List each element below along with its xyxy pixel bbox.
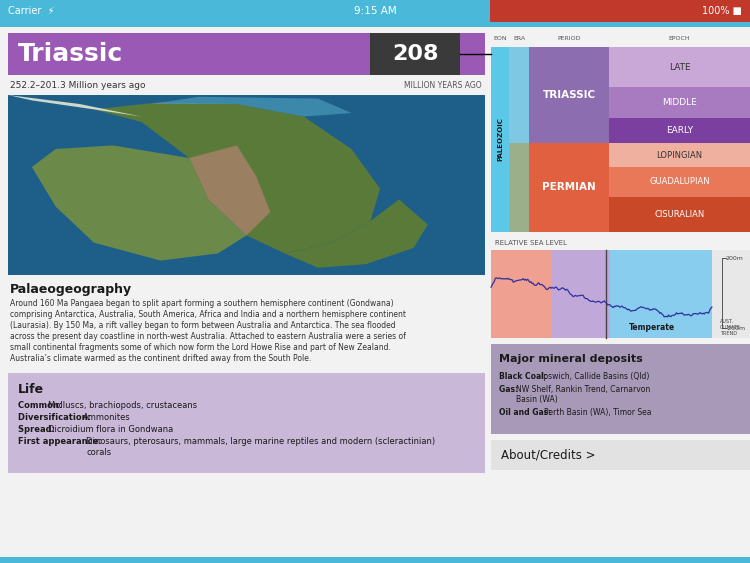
Text: EPOCH: EPOCH bbox=[669, 37, 690, 42]
Text: comprising Antarctica, Australia, South America, Africa and India and a northern: comprising Antarctica, Australia, South … bbox=[10, 310, 406, 319]
Text: PERIOD: PERIOD bbox=[557, 37, 580, 42]
Text: Palaeogeography: Palaeogeography bbox=[10, 283, 132, 296]
Text: 9:15 AM: 9:15 AM bbox=[354, 6, 396, 16]
Bar bbox=[491, 344, 750, 434]
Bar bbox=[8, 33, 485, 75]
Text: Ipswich, Callide Basins (Qld): Ipswich, Callide Basins (Qld) bbox=[541, 372, 650, 381]
Bar bbox=[509, 143, 529, 232]
Text: AUST.
CLIMATE
TREND: AUST. CLIMATE TREND bbox=[720, 319, 741, 336]
Text: RELATIVE SEA LEVEL: RELATIVE SEA LEVEL bbox=[495, 240, 567, 246]
Text: small continental fragments some of which now form the Lord Howe Rise and part o: small continental fragments some of whic… bbox=[10, 343, 391, 352]
Text: -200m: -200m bbox=[726, 325, 746, 330]
Text: corals: corals bbox=[86, 448, 112, 457]
Text: CISURALIAN: CISURALIAN bbox=[654, 210, 705, 219]
Bar bbox=[491, 236, 750, 250]
Polygon shape bbox=[94, 102, 380, 253]
Text: Temperate: Temperate bbox=[629, 323, 676, 332]
Text: across the present day coastline in north-west Australia. Attached to eastern Au: across the present day coastline in nort… bbox=[10, 332, 406, 341]
Bar bbox=[609, 167, 750, 197]
Bar bbox=[8, 373, 485, 473]
Text: PERMIAN: PERMIAN bbox=[542, 182, 596, 193]
Text: ERA: ERA bbox=[513, 37, 525, 42]
Bar bbox=[8, 95, 485, 275]
Text: (Laurasia). By 150 Ma, a rift valley began to form between Australia and Antarct: (Laurasia). By 150 Ma, a rift valley beg… bbox=[10, 321, 396, 330]
Bar bbox=[0, 22, 750, 27]
Bar bbox=[609, 143, 750, 167]
Text: Oil and Gas:: Oil and Gas: bbox=[499, 408, 554, 417]
Bar bbox=[370, 33, 460, 75]
Polygon shape bbox=[151, 97, 352, 117]
Text: First appearance:: First appearance: bbox=[18, 437, 104, 446]
Text: Dinosaurs, pterosaurs, mammals, large marine reptiles and modern (scleractinian): Dinosaurs, pterosaurs, mammals, large ma… bbox=[86, 437, 436, 446]
Text: LOPINGIAN: LOPINGIAN bbox=[656, 150, 703, 159]
Bar bbox=[491, 31, 750, 47]
Bar bbox=[491, 47, 509, 232]
Text: Diversification:: Diversification: bbox=[18, 413, 94, 422]
Text: Gas:: Gas: bbox=[499, 385, 520, 394]
Bar bbox=[490, 0, 750, 22]
Text: 100% ■: 100% ■ bbox=[702, 6, 742, 16]
Bar bbox=[0, 557, 750, 563]
Text: TRIASSIC: TRIASSIC bbox=[542, 90, 596, 100]
Text: Black Coal:: Black Coal: bbox=[499, 372, 550, 381]
Bar bbox=[610, 250, 712, 338]
Text: PALEOZOIC: PALEOZOIC bbox=[497, 118, 503, 162]
Text: EON: EON bbox=[494, 37, 507, 42]
Text: Ammonites: Ammonites bbox=[82, 413, 130, 422]
Text: 200m: 200m bbox=[726, 256, 744, 261]
Text: Triassic: Triassic bbox=[18, 42, 123, 66]
Text: NW Shelf, Rankin Trend, Carnarvon: NW Shelf, Rankin Trend, Carnarvon bbox=[517, 385, 651, 394]
Text: About/Credits >: About/Credits > bbox=[501, 449, 596, 462]
Text: Life: Life bbox=[18, 383, 44, 396]
Text: Spread:: Spread: bbox=[18, 425, 58, 434]
Text: LATE: LATE bbox=[669, 62, 690, 72]
Polygon shape bbox=[32, 145, 247, 261]
Bar bbox=[550, 250, 610, 338]
Text: Around 160 Ma Pangaea began to split apart forming a southern hemisphere contine: Around 160 Ma Pangaea began to split apa… bbox=[10, 299, 394, 308]
Text: Molluscs, brachiopods, crustaceans: Molluscs, brachiopods, crustaceans bbox=[49, 401, 197, 410]
Text: 208: 208 bbox=[392, 44, 438, 64]
Bar bbox=[491, 250, 550, 338]
Polygon shape bbox=[8, 95, 142, 117]
Bar bbox=[0, 0, 750, 22]
Text: Perth Basin (WA), Timor Sea: Perth Basin (WA), Timor Sea bbox=[544, 408, 652, 417]
Text: MIDDLE: MIDDLE bbox=[662, 98, 697, 107]
Bar bbox=[491, 440, 750, 470]
Text: Carrier  ⚡: Carrier ⚡ bbox=[8, 6, 55, 16]
Text: MILLION YEARS AGO: MILLION YEARS AGO bbox=[404, 81, 482, 90]
Text: EARLY: EARLY bbox=[666, 126, 693, 135]
Bar bbox=[609, 87, 750, 118]
Polygon shape bbox=[189, 145, 270, 235]
Text: Dicroidium flora in Gondwana: Dicroidium flora in Gondwana bbox=[49, 425, 174, 434]
Bar bbox=[609, 47, 750, 87]
Polygon shape bbox=[285, 199, 428, 268]
Bar bbox=[509, 47, 529, 143]
Text: Major mineral deposits: Major mineral deposits bbox=[499, 354, 643, 364]
Bar bbox=[609, 118, 750, 143]
Text: Australia’s climate warmed as the continent drifted away from the South Pole.: Australia’s climate warmed as the contin… bbox=[10, 354, 311, 363]
Bar bbox=[609, 197, 750, 232]
Text: GUADALUPIAN: GUADALUPIAN bbox=[650, 177, 710, 186]
Text: 252.2–201.3 Million years ago: 252.2–201.3 Million years ago bbox=[10, 81, 146, 90]
Bar bbox=[529, 47, 609, 143]
Text: Common:: Common: bbox=[18, 401, 65, 410]
Text: Basin (WA): Basin (WA) bbox=[517, 395, 558, 404]
Bar bbox=[712, 250, 750, 338]
Bar bbox=[529, 143, 609, 232]
